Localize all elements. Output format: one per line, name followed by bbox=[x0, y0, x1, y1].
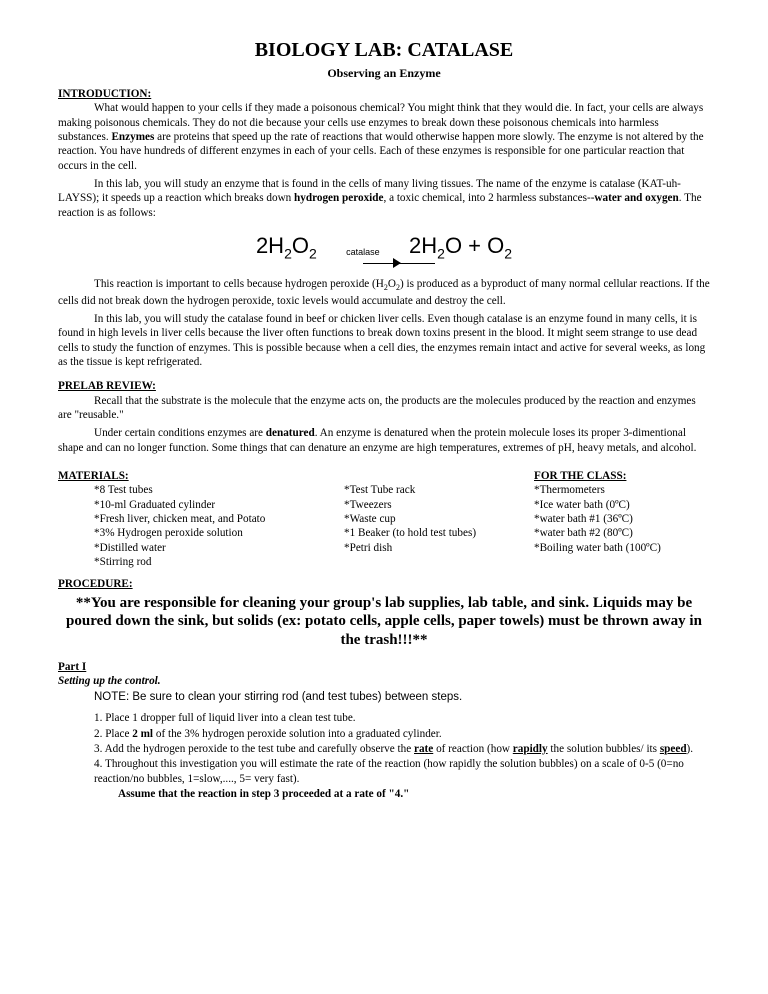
procedure-note: **You are responsible for cleaning your … bbox=[58, 594, 710, 650]
materials-column-2: *Test Tube rack *Tweezers *Waste cup *1 … bbox=[344, 469, 534, 569]
introduction-heading: INTRODUCTION: bbox=[58, 87, 710, 101]
material-item: *1 Beaker (to hold test tubes) bbox=[344, 526, 534, 540]
prelab-paragraph-1: Recall that the substrate is the molecul… bbox=[58, 394, 710, 423]
material-item: *Fresh liver, chicken meat, and Potato bbox=[94, 512, 344, 526]
step-3: 3. Add the hydrogen peroxide to the test… bbox=[94, 742, 710, 756]
material-item: *Distilled water bbox=[94, 541, 344, 555]
procedure-heading: PROCEDURE: bbox=[58, 577, 710, 591]
materials-section: MATERIALS: *8 Test tubes *10-ml Graduate… bbox=[58, 469, 710, 569]
step-4: 4. Throughout this investigation you wil… bbox=[94, 757, 710, 786]
prelab-heading: PRELAB REVIEW: bbox=[58, 379, 710, 393]
intro-paragraph-2: In this lab, you will study an enzyme th… bbox=[58, 177, 710, 220]
material-item: *Stirring rod bbox=[94, 555, 344, 569]
intro-paragraph-1: What would happen to your cells if they … bbox=[58, 101, 710, 173]
note-line: NOTE: Be sure to clean your stirring rod… bbox=[94, 690, 710, 705]
page-subtitle: Observing an Enzyme bbox=[58, 66, 710, 81]
material-item: *3% Hydrogen peroxide solution bbox=[94, 526, 344, 540]
material-item: *water bath #2 (80ºC) bbox=[534, 526, 694, 540]
chemical-equation: 2H2O2 catalase 2H2O + O2 bbox=[58, 232, 710, 263]
materials-column-3: FOR THE CLASS: *Thermometers *Ice water … bbox=[534, 469, 694, 569]
materials-heading: MATERIALS: bbox=[58, 469, 344, 483]
intro-paragraph-4: In this lab, you will study the catalase… bbox=[58, 312, 710, 369]
intro-paragraph-3: This reaction is important to cells beca… bbox=[58, 277, 710, 308]
step-1: 1. Place 1 dropper full of liquid liver … bbox=[94, 711, 710, 725]
class-heading: FOR THE CLASS: bbox=[534, 469, 694, 483]
prelab-paragraph-2: Under certain conditions enzymes are den… bbox=[58, 426, 710, 455]
part-1-heading: Part I bbox=[58, 660, 710, 674]
material-item: *Test Tube rack bbox=[344, 483, 534, 497]
material-item: *Tweezers bbox=[344, 498, 534, 512]
part-1-subtitle: Setting up the control. bbox=[58, 674, 710, 688]
material-item: *water bath #1 (36ºC) bbox=[534, 512, 694, 526]
material-item: *Thermometers bbox=[534, 483, 694, 497]
document-page: BIOLOGY LAB: CATALASE Observing an Enzym… bbox=[0, 0, 768, 994]
step-2: 2. Place 2 ml of the 3% hydrogen peroxid… bbox=[94, 727, 710, 741]
material-item: *Boiling water bath (100ºC) bbox=[534, 541, 694, 555]
step-4-continued: Assume that the reaction in step 3 proce… bbox=[118, 787, 710, 801]
material-item: *Waste cup bbox=[344, 512, 534, 526]
procedure-steps: 1. Place 1 dropper full of liquid liver … bbox=[94, 711, 710, 801]
material-item: *8 Test tubes bbox=[94, 483, 344, 497]
materials-column-1: MATERIALS: *8 Test tubes *10-ml Graduate… bbox=[58, 469, 344, 569]
material-item: *Petri dish bbox=[344, 541, 534, 555]
material-item: *10-ml Graduated cylinder bbox=[94, 498, 344, 512]
material-item: *Ice water bath (0ºC) bbox=[534, 498, 694, 512]
page-title: BIOLOGY LAB: CATALASE bbox=[58, 38, 710, 64]
